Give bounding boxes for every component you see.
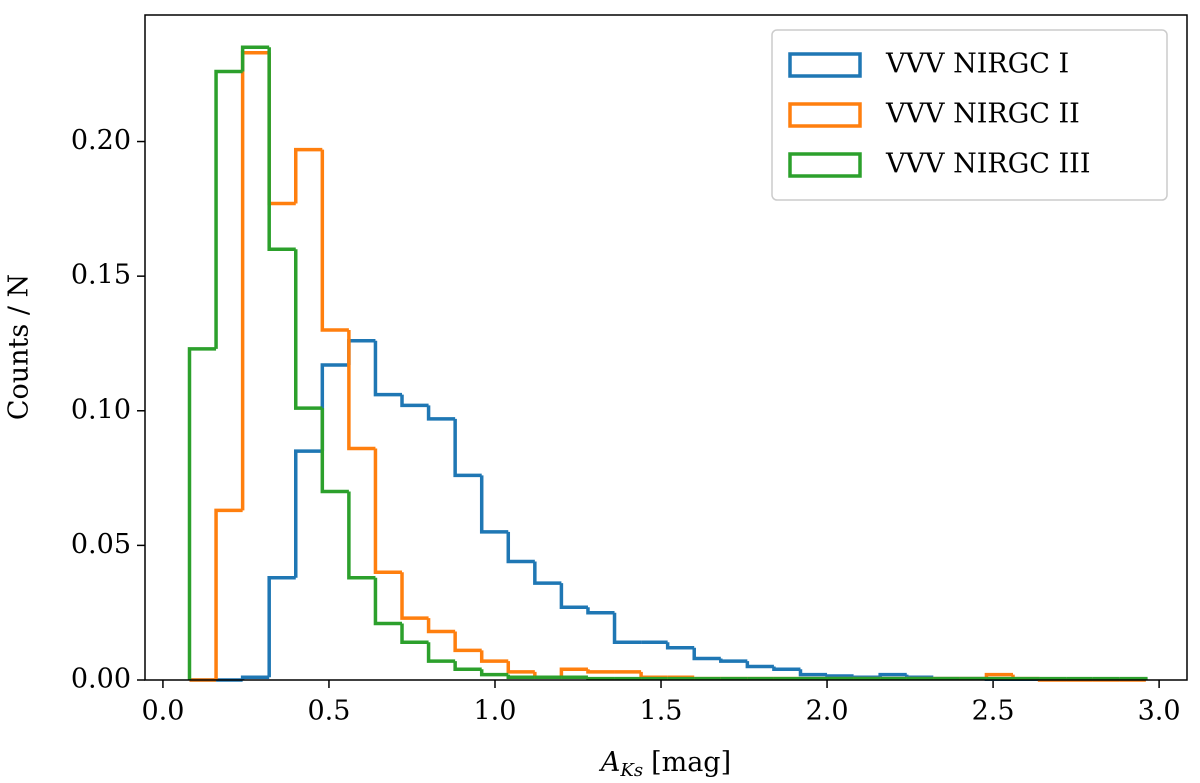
histogram-step [320, 149, 349, 332]
y-axis-label: Counts / N [4, 274, 35, 420]
legend-box [771, 29, 1168, 201]
histogram-step [240, 675, 270, 680]
histogram-step [479, 669, 509, 677]
histogram-step [772, 666, 801, 671]
legend-swatch [788, 152, 862, 178]
histogram-step [719, 658, 748, 663]
legend-label: VVV NIRGC III [885, 149, 1091, 180]
histogram-step [373, 448, 403, 575]
histogram-step [586, 669, 615, 674]
histogram-step [267, 575, 296, 678]
histogram-step [479, 475, 509, 534]
x-label-subscript: Ks [619, 760, 643, 781]
histogram-step [426, 618, 456, 634]
histogram-step [426, 405, 456, 421]
histogram-step [878, 672, 907, 678]
x-tick-label: 0.0 [141, 696, 184, 727]
histogram-step [294, 147, 323, 204]
legend-swatch [788, 52, 862, 78]
histogram-step [373, 577, 403, 626]
histogram-step [586, 607, 615, 615]
histogram-step [904, 674, 934, 680]
histogram-step [294, 249, 323, 410]
histogram-step [665, 642, 695, 650]
histogram-step [400, 394, 429, 408]
histogram-step [453, 418, 482, 478]
histogram-step [214, 69, 243, 349]
histogram-step [559, 583, 588, 610]
histogram-step [586, 676, 615, 681]
y-tick-label: 0.10 [71, 394, 131, 425]
legend-label: VVV NIRGC II [885, 99, 1080, 130]
y-tick-label: 0.00 [71, 664, 131, 695]
histogram-step [506, 531, 535, 564]
histogram-step [533, 561, 562, 585]
histogram-step [612, 612, 642, 645]
histogram-step [400, 572, 429, 620]
legend-swatch [788, 102, 862, 128]
histogram-step [373, 340, 403, 397]
histogram-step [240, 45, 270, 72]
histogram-step [506, 674, 535, 680]
histogram-step [453, 661, 482, 671]
y-tick-label: 0.20 [71, 125, 131, 156]
histogram-step [479, 650, 509, 663]
histogram-step [320, 363, 349, 452]
histogram-step [214, 508, 243, 680]
x-tick-label: 1.0 [474, 696, 517, 727]
histogram-step [267, 52, 296, 206]
y-tick-label: 0.15 [71, 260, 131, 291]
histogram-step [745, 661, 774, 669]
x-label-unit: [mag] [651, 747, 731, 778]
histogram-step [240, 50, 270, 511]
x-axis-label: AKs [mag] [598, 747, 731, 782]
legend-label: VVV NIRGC I [885, 49, 1069, 80]
x-tick-label: 1.5 [640, 696, 683, 727]
histogram-step [453, 631, 482, 653]
histogram-step [825, 674, 854, 678]
histogram-step [559, 667, 588, 678]
histogram-step [426, 642, 456, 663]
y-tick-label: 0.05 [71, 529, 131, 560]
plot-frame [144, 14, 1188, 681]
histogram-step [639, 671, 668, 680]
histogram-step [400, 623, 429, 645]
histogram-step [320, 408, 349, 494]
histogram-step [294, 449, 323, 578]
histogram-step [347, 491, 376, 580]
histogram-step [798, 669, 828, 677]
x-tick-label: 0.5 [307, 696, 350, 727]
histogram-step [347, 330, 376, 451]
x-tick-label: 2.5 [972, 696, 1015, 727]
x-label-symbol: A [598, 747, 621, 778]
histogram-step [347, 339, 376, 365]
x-tick-label: 3.0 [1138, 696, 1181, 727]
histogram-step [267, 47, 296, 251]
x-tick-label: 2.0 [806, 696, 849, 727]
histogram-step [506, 661, 535, 674]
histogram-step [692, 647, 721, 661]
histogram-step [187, 347, 217, 680]
